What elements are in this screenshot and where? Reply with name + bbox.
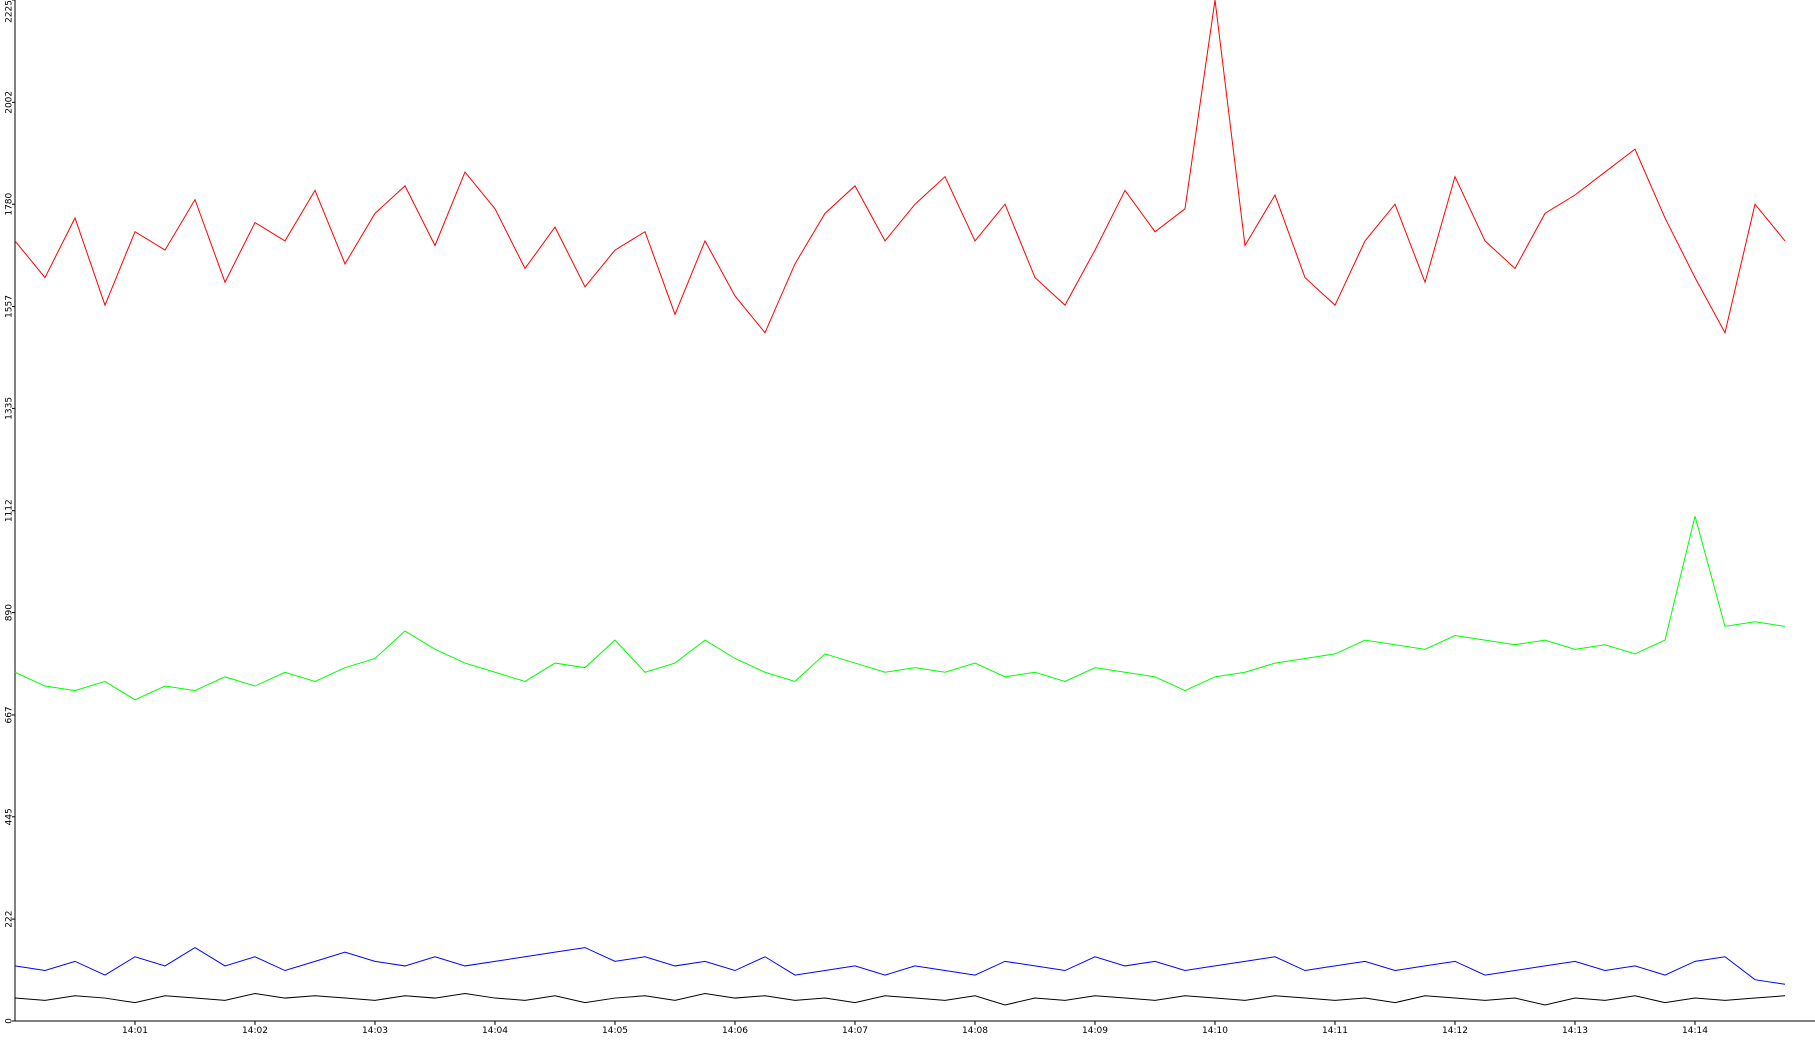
x-tick-label: 14:13: [1562, 1026, 1588, 1036]
y-tick-label: 1780: [5, 192, 15, 215]
x-tick-label: 14:10: [1202, 1026, 1228, 1036]
series-line: [14, 992, 1786, 1006]
x-tick-label: 14:07: [842, 1026, 868, 1036]
x-tick-label: 14:02: [242, 1026, 268, 1036]
y-tick-label: 667: [5, 706, 15, 723]
x-tick-label: 14:12: [1442, 1026, 1468, 1036]
x-tick-label: 14:14: [1682, 1026, 1708, 1036]
x-tick-label: 14:08: [962, 1026, 988, 1036]
x-tick-label: 14:06: [722, 1026, 748, 1036]
x-tick-label: 14:01: [122, 1026, 148, 1036]
x-tick-label: 14:03: [362, 1026, 388, 1036]
x-tick-label: 14:09: [1082, 1026, 1108, 1036]
y-tick-label: 222: [5, 911, 15, 928]
y-tick-label: 1335: [5, 397, 15, 420]
series-line: [14, 946, 1786, 985]
x-tick-label: 14:05: [602, 1026, 628, 1036]
series-line: [14, 516, 1786, 701]
y-tick-label: 1112: [5, 499, 15, 522]
y-tick-label: 890: [5, 604, 15, 621]
series-line: [14, 0, 1786, 335]
x-tick-label: 14:04: [482, 1026, 508, 1036]
x-tick-label: 14:11: [1322, 1026, 1348, 1036]
y-tick-label: 1557: [5, 295, 15, 318]
y-tick-label: 2002: [5, 91, 15, 114]
y-tick-label: 445: [5, 808, 15, 825]
y-tick-label: 0: [5, 1018, 15, 1024]
y-tick-label: 2225: [5, 0, 15, 23]
